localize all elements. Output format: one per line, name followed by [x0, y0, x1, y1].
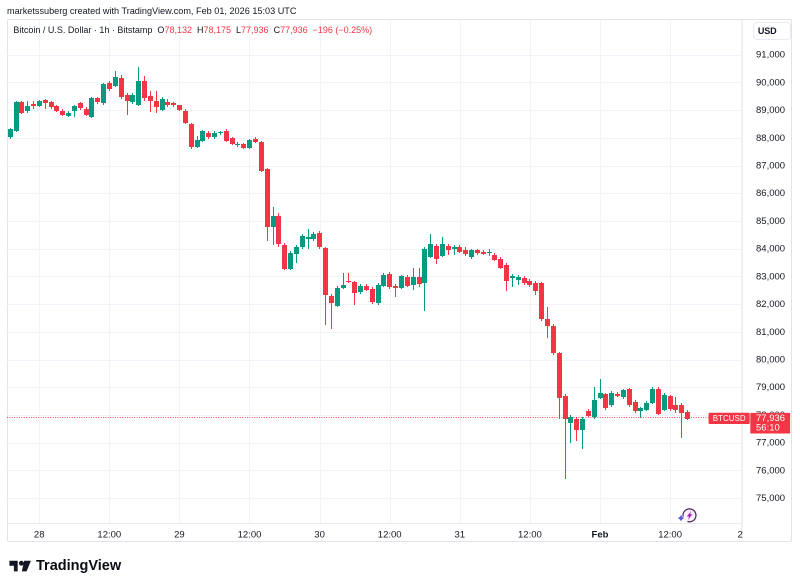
svg-text:12:00: 12:00	[658, 529, 682, 540]
svg-text:75,000: 75,000	[756, 493, 785, 504]
svg-text:80,000: 80,000	[756, 354, 785, 365]
svg-text:56:10: 56:10	[756, 422, 780, 433]
svg-text:86,000: 86,000	[756, 188, 785, 199]
svg-text:31: 31	[455, 529, 466, 540]
svg-text:30: 30	[314, 529, 325, 540]
svg-text:77,936: 77,936	[756, 412, 785, 423]
svg-text:79,000: 79,000	[756, 382, 785, 393]
svg-text:28: 28	[34, 529, 45, 540]
svg-text:Feb: Feb	[592, 529, 609, 540]
svg-text:90,000: 90,000	[756, 77, 785, 88]
svg-text:82,000: 82,000	[756, 299, 785, 310]
svg-text:83,000: 83,000	[756, 271, 785, 282]
svg-text:91,000: 91,000	[756, 49, 785, 60]
svg-text:77,000: 77,000	[756, 437, 785, 448]
svg-text:12:00: 12:00	[378, 529, 402, 540]
svg-text:81,000: 81,000	[756, 326, 785, 337]
svg-text:BTCUSD: BTCUSD	[713, 413, 746, 422]
svg-text:76,000: 76,000	[756, 465, 785, 476]
svg-text:12:00: 12:00	[238, 529, 262, 540]
svg-text:12:00: 12:00	[97, 529, 121, 540]
svg-text:88,000: 88,000	[756, 132, 785, 143]
svg-text:85,000: 85,000	[756, 215, 785, 226]
svg-text:12:00: 12:00	[518, 529, 542, 540]
svg-text:2: 2	[738, 529, 743, 540]
svg-text:89,000: 89,000	[756, 105, 785, 116]
svg-text:84,000: 84,000	[756, 243, 785, 254]
svg-text:87,000: 87,000	[756, 160, 785, 171]
svg-text:29: 29	[174, 529, 185, 540]
